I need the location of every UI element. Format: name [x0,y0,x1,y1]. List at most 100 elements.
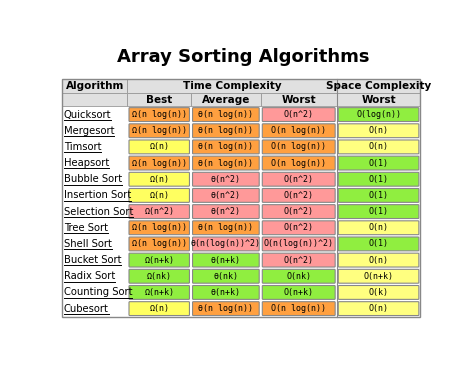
FancyBboxPatch shape [129,140,190,154]
FancyBboxPatch shape [262,285,335,299]
Text: Ω(n log(n)): Ω(n log(n)) [132,110,187,119]
Text: O(n^2): O(n^2) [284,110,314,119]
Text: Heapsort: Heapsort [64,158,109,168]
FancyBboxPatch shape [338,156,419,170]
FancyBboxPatch shape [129,285,190,299]
FancyBboxPatch shape [192,140,259,154]
FancyBboxPatch shape [129,253,190,267]
FancyBboxPatch shape [192,172,259,186]
Text: Ω(n): Ω(n) [149,142,169,151]
Text: Ω(n log(n)): Ω(n log(n)) [132,223,187,232]
Text: θ(nk): θ(nk) [213,272,238,281]
Text: O(1): O(1) [369,159,389,168]
Text: Space Complexity: Space Complexity [326,81,431,91]
Bar [337,93,420,107]
Text: O(n): O(n) [369,223,389,232]
FancyBboxPatch shape [262,140,335,154]
FancyBboxPatch shape [338,253,419,267]
Text: O(n^2): O(n^2) [284,191,314,200]
Text: O(log(n)): O(log(n)) [356,110,401,119]
FancyBboxPatch shape [192,124,259,138]
Text: Counting Sort: Counting Sort [64,288,132,297]
FancyBboxPatch shape [262,253,335,267]
Text: O(n+k): O(n+k) [364,272,393,281]
Text: θ(n+k): θ(n+k) [211,288,241,297]
FancyBboxPatch shape [262,188,335,202]
Text: O(n): O(n) [369,126,389,135]
Text: O(1): O(1) [369,239,389,248]
Text: θ(n log(n)): θ(n log(n)) [199,159,254,168]
Text: O(n log(n)): O(n log(n)) [271,142,326,151]
Bar [191,93,261,107]
FancyBboxPatch shape [129,237,190,251]
FancyBboxPatch shape [129,124,190,138]
Bar [63,93,128,107]
Text: Ω(nk): Ω(nk) [147,272,172,281]
Text: Time Complexity: Time Complexity [183,81,282,91]
Text: O(n^2): O(n^2) [284,223,314,232]
FancyBboxPatch shape [338,124,419,138]
FancyBboxPatch shape [262,221,335,235]
Text: O(k): O(k) [369,288,389,297]
Text: Ω(n log(n)): Ω(n log(n)) [132,126,187,135]
Text: Algorithm: Algorithm [66,81,124,91]
FancyBboxPatch shape [129,205,190,218]
Bar [63,79,128,93]
Text: O(1): O(1) [369,207,389,216]
Text: O(nk): O(nk) [286,272,311,281]
FancyBboxPatch shape [262,237,335,251]
FancyBboxPatch shape [262,124,335,138]
Text: O(n): O(n) [369,304,389,313]
Text: O(n^2): O(n^2) [284,207,314,216]
FancyBboxPatch shape [129,269,190,283]
Text: θ(n log(n)): θ(n log(n)) [199,304,254,313]
FancyBboxPatch shape [262,156,335,170]
Text: θ(n log(n)): θ(n log(n)) [199,126,254,135]
Text: O(n^2): O(n^2) [284,175,314,184]
FancyBboxPatch shape [338,269,419,283]
FancyBboxPatch shape [192,205,259,218]
FancyBboxPatch shape [338,302,419,316]
FancyBboxPatch shape [129,221,190,235]
Text: Worst: Worst [282,95,316,105]
Text: θ(n log(n)): θ(n log(n)) [199,223,254,232]
Text: Insertion Sort: Insertion Sort [64,190,131,200]
FancyBboxPatch shape [338,205,419,218]
Text: Array Sorting Algorithms: Array Sorting Algorithms [117,48,369,66]
Text: Cubesort: Cubesort [64,304,109,314]
FancyBboxPatch shape [192,285,259,299]
FancyBboxPatch shape [192,108,259,122]
Text: Shell Sort: Shell Sort [64,239,112,249]
FancyBboxPatch shape [192,237,259,251]
FancyBboxPatch shape [338,285,419,299]
Text: O(1): O(1) [369,175,389,184]
FancyBboxPatch shape [338,172,419,186]
Bar [63,79,420,317]
FancyBboxPatch shape [338,188,419,202]
Text: O(n(log(n))^2): O(n(log(n))^2) [264,239,334,248]
Text: θ(n log(n)): θ(n log(n)) [199,142,254,151]
Text: θ(n^2): θ(n^2) [211,191,241,200]
Text: θ(n(log(n))^2): θ(n(log(n))^2) [191,239,261,248]
Text: Quicksort: Quicksort [64,110,111,120]
Text: Ω(n): Ω(n) [149,175,169,184]
FancyBboxPatch shape [129,188,190,202]
Text: Ω(n+k): Ω(n+k) [144,255,174,264]
Text: Radix Sort: Radix Sort [64,271,115,281]
Text: Tree Sort: Tree Sort [64,223,108,233]
FancyBboxPatch shape [129,156,190,170]
FancyBboxPatch shape [262,205,335,218]
FancyBboxPatch shape [129,108,190,122]
Bar [337,79,420,93]
FancyBboxPatch shape [192,269,259,283]
Text: O(n): O(n) [369,255,389,264]
Text: O(n+k): O(n+k) [284,288,314,297]
Text: Timsort: Timsort [64,142,101,152]
Text: Ω(n): Ω(n) [149,304,169,313]
Text: θ(n^2): θ(n^2) [211,207,241,216]
Text: O(n): O(n) [369,142,389,151]
Text: θ(n+k): θ(n+k) [211,255,241,264]
Text: Selection Sort: Selection Sort [64,206,133,217]
Text: Ω(n log(n)): Ω(n log(n)) [132,239,187,248]
Text: Ω(n log(n)): Ω(n log(n)) [132,159,187,168]
